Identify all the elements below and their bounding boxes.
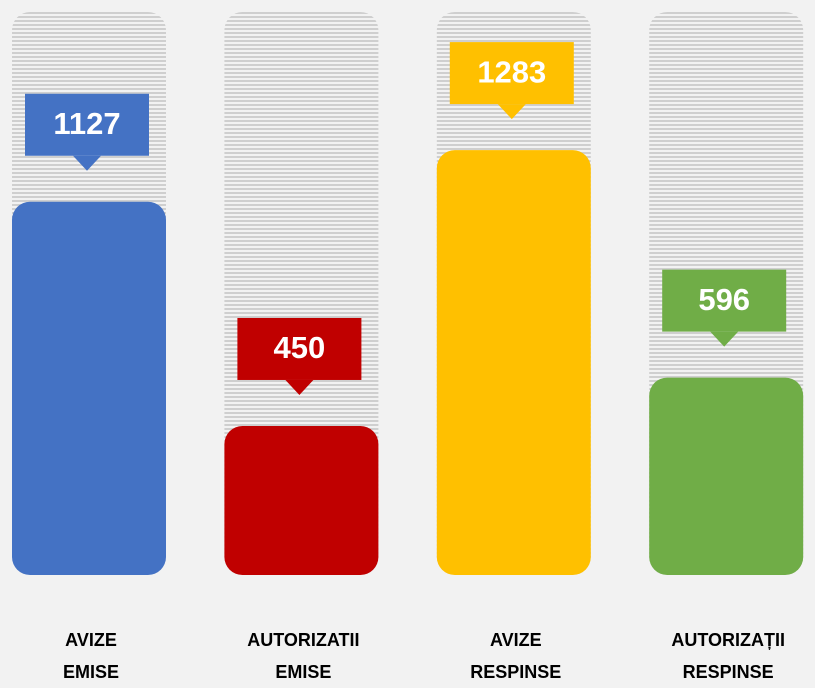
bar (224, 425, 379, 575)
callout-box (449, 42, 574, 105)
value-label: 596 (698, 282, 750, 317)
bar (436, 150, 591, 575)
value-label: 1283 (477, 54, 546, 89)
bar (12, 201, 166, 576)
value-label: 450 (274, 330, 326, 365)
callout-box (237, 317, 362, 380)
value-label: 1127 (53, 106, 120, 141)
x-tick-label: AUTORIZAȚII RESPINSE (671, 630, 786, 682)
callout-pointer (497, 104, 526, 120)
callout-box (25, 93, 149, 156)
callout-box (662, 269, 787, 332)
bar (649, 377, 804, 575)
callout-pointer (285, 379, 314, 395)
x-tick-label: AVIZE RESPINSE (470, 630, 562, 682)
callout-pointer (710, 331, 739, 347)
x-tick-label: AUTORIZATII EMISE (247, 630, 360, 682)
callout-pointer (73, 155, 101, 171)
x-tick-label: AVIZE EMISE (62, 630, 120, 682)
